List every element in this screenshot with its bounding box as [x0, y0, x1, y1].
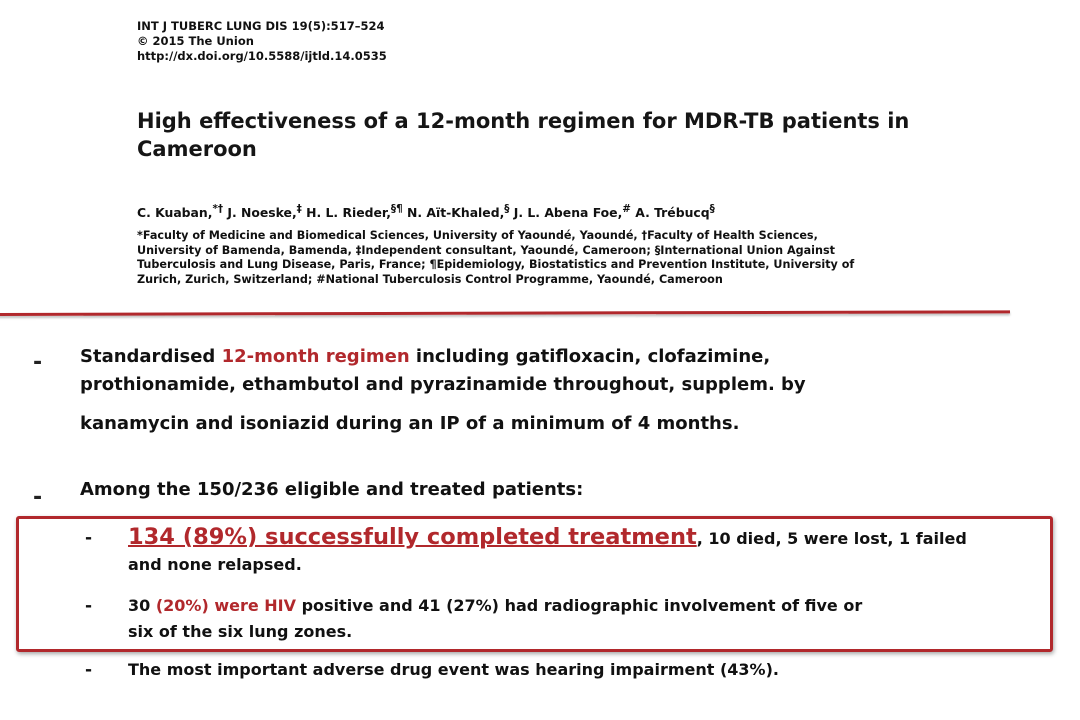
sub-bullet-success-line-1: 134 (89%) successfully completed treatme… — [128, 524, 1048, 552]
author-list: C. Kuaban,*† J. Noeske,‡ H. L. Rieder,§¶… — [137, 203, 715, 220]
author: C. Kuaban, — [137, 205, 213, 221]
sub-bullet-adverse-event: The most important adverse drug event wa… — [128, 660, 779, 679]
author-superscript: §¶ — [390, 203, 403, 215]
text-span: Standardised — [80, 346, 222, 367]
section-divider — [0, 310, 1011, 316]
author-superscript: ‡ — [296, 203, 302, 215]
copyright-line: © 2015 The Union — [137, 34, 254, 48]
sub-bullet-dash: - — [85, 528, 93, 548]
highlight-box — [16, 516, 1053, 652]
affiliations: *Faculty of Medicine and Biomedical Scie… — [137, 229, 1017, 287]
doi-link[interactable]: http://dx.doi.org/10.5588/ijtld.14.0535 — [137, 49, 387, 63]
affiliation-line: Tuberculosis and Lung Disease, Paris, Fr… — [137, 258, 855, 272]
bullet-patients: Among the 150/236 eligible and treated p… — [80, 479, 584, 500]
affiliation-line: *Faculty of Medicine and Biomedical Scie… — [137, 229, 818, 242]
author: A. Trébucq — [630, 205, 710, 221]
paper-title-line-2: Cameroon — [137, 137, 257, 161]
sub-bullet-hiv: 30 (20%) were HIV positive and 41 (27%) … — [128, 593, 1048, 645]
bullet-marker: - — [33, 485, 43, 510]
author: J. Noeske, — [223, 205, 297, 221]
author-superscript: § — [709, 203, 715, 215]
text-span: positive and 41 (27%) had radiographic i… — [296, 596, 863, 615]
bullet-regimen: Standardised 12-month regimen including … — [80, 343, 806, 438]
bullet-regimen-line-1: Standardised 12-month regimen including … — [80, 343, 806, 371]
author: N. Aït-Khaled, — [402, 205, 505, 221]
bullet-regimen-line-2: prothionamide, ethambutol and pyrazinami… — [80, 374, 806, 395]
sub-bullet-success: 134 (89%) successfully completed treatme… — [128, 524, 1048, 578]
author: H. L. Rieder, — [301, 205, 391, 221]
bullet-marker: - — [33, 350, 43, 375]
affiliation-line: University of Bamenda, Bamenda, ‡Indepen… — [137, 243, 835, 257]
highlight-success: 134 (89%) successfully completed treatme… — [128, 524, 697, 550]
sub-bullet-success-line-2: and none relapsed. — [128, 555, 302, 574]
sub-bullet-hiv-line-2: six of the six lung zones. — [128, 622, 353, 641]
author: J. L. Abena Foe, — [509, 205, 623, 221]
text-span: 30 — [128, 596, 156, 615]
text-span: including gatifloxacin, clofazimine, — [409, 346, 771, 367]
affiliation-line: Zurich, Zurich, Switzerland; #National T… — [137, 272, 723, 286]
author-superscript: # — [622, 203, 631, 215]
bullet-regimen-line-3: kanamycin and isoniazid during an IP of … — [80, 413, 740, 434]
author-superscript: *† — [212, 203, 224, 215]
sub-bullet-dash: - — [85, 596, 93, 616]
highlight-hiv: (20%) were HIV — [155, 596, 297, 615]
paper-title-line-1: High effectiveness of a 12-month regimen… — [137, 109, 910, 133]
journal-citation: INT J TUBERC LUNG DIS 19(5):517–524 — [137, 19, 385, 33]
text-span: , 10 died, 5 were lost, 1 failed — [696, 529, 967, 548]
sub-bullet-hiv-line-1: 30 (20%) were HIV positive and 41 (27%) … — [128, 593, 1048, 619]
paper-title: High effectiveness of a 12-month regimen… — [137, 107, 1037, 163]
highlight-regimen: 12-month regimen — [221, 346, 410, 367]
author-superscript: § — [504, 203, 510, 215]
sub-bullet-dash: - — [85, 660, 93, 680]
